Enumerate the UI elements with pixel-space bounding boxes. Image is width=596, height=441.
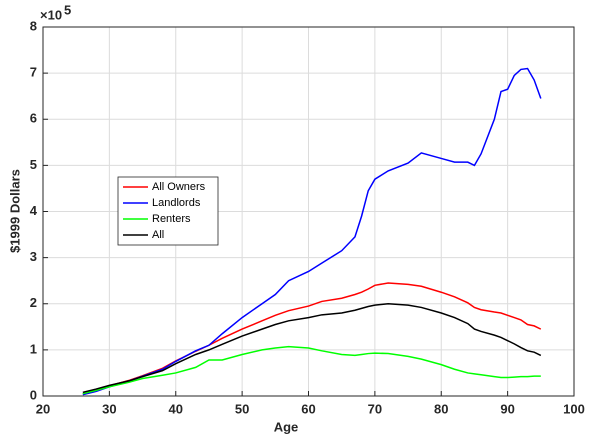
line-series <box>82 67 542 396</box>
y-tick-label: 0 <box>30 387 37 402</box>
y-tick-label: 8 <box>30 18 37 33</box>
x-tick-label: 50 <box>235 401 249 416</box>
legend-box <box>117 176 219 246</box>
plot-frame <box>42 26 575 397</box>
line-series <box>82 302 542 394</box>
legend-label: All <box>152 229 164 241</box>
y-tick-label: 6 <box>30 111 37 126</box>
x-tick-label: 70 <box>368 401 382 416</box>
y-multiplier: ×10 <box>40 7 62 22</box>
x-tick-label: 30 <box>102 401 116 416</box>
x-tick-label: 80 <box>434 401 448 416</box>
x-axis-label: Age <box>274 419 299 434</box>
y-tick-label: 5 <box>30 157 37 172</box>
x-tick-label: 100 <box>563 401 585 416</box>
legend-label: Renters <box>152 213 191 225</box>
y-tick-label: 1 <box>30 341 37 356</box>
x-tick-label: 60 <box>301 401 315 416</box>
y-tick-label: 4 <box>30 203 38 218</box>
y-multiplier-exponent: 5 <box>64 2 71 17</box>
legend-label: All Owners <box>152 181 206 193</box>
y-tick-label: 7 <box>30 65 37 80</box>
x-tick-label: 90 <box>500 401 514 416</box>
x-tick-label: 20 <box>36 401 50 416</box>
x-tick-label: 40 <box>169 401 183 416</box>
y-tick-label: 3 <box>30 249 37 264</box>
line-series <box>82 345 541 395</box>
y-tick-label: 2 <box>30 295 37 310</box>
y-axis-label: $1999 Dollars <box>7 169 22 253</box>
legend-label: Landlords <box>152 197 201 209</box>
